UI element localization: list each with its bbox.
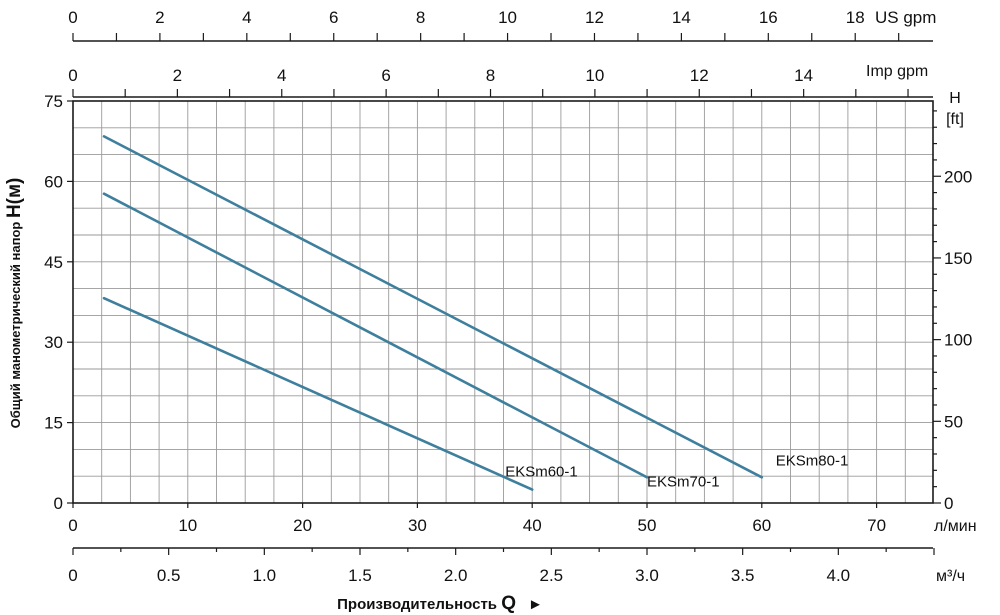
imp-gpm-tick-label: 6 (381, 66, 390, 85)
y-right-unit-ft: [ft] (946, 111, 964, 128)
y-tick-label: 45 (44, 253, 63, 272)
m3h-tick-label: 2.5 (540, 566, 564, 585)
x-tick-label: 10 (178, 516, 197, 535)
us-gpm-tick-label: 10 (498, 8, 517, 27)
imp-gpm-tick-label: 10 (585, 66, 604, 85)
y-tick-label: 30 (44, 333, 63, 352)
y-axis-title-text: Общий манометрический напор (8, 218, 23, 428)
y-right-tick-label: 150 (944, 249, 972, 268)
x-axis-title-symbol: Q (501, 593, 516, 614)
x-tick-label: 70 (867, 516, 886, 535)
x-tick-label: 60 (752, 516, 771, 535)
x-axis-title: Производительность Q ► (337, 593, 543, 614)
us-gpm-tick-label: 12 (585, 8, 604, 27)
m3h-tick-label: 3.0 (635, 566, 659, 585)
y-right-tick-label: 0 (944, 494, 953, 513)
us-gpm-tick-label: 16 (759, 8, 778, 27)
series-label-EKSm60-1: EKSm60-1 (505, 464, 578, 481)
y-tick-label: 75 (44, 92, 63, 111)
us-gpm-tick-label: 4 (242, 8, 251, 27)
imp-gpm-unit-label: Imp gpm (866, 63, 928, 80)
x-tick-label: 20 (293, 516, 312, 535)
x-tick-label: 40 (523, 516, 542, 535)
imp-gpm-tick-label: 14 (794, 66, 813, 85)
series-line-EKSm80-1 (102, 135, 764, 479)
y-right-tick-label: 200 (944, 167, 972, 186)
m3h-tick-label: 0.5 (157, 566, 181, 585)
m3h-unit-label: м³/ч (936, 568, 965, 585)
us-gpm-tick-label: 2 (155, 8, 164, 27)
x-tick-label: 0 (68, 516, 77, 535)
x-tick-label: 30 (408, 516, 427, 535)
grid-lines (73, 101, 933, 503)
plot-frame (72, 100, 934, 504)
y-axis-title: Общий манометрический напор H(м) (4, 178, 25, 429)
us-gpm-tick-label: 6 (329, 8, 338, 27)
us-gpm-tick-label: 14 (672, 8, 691, 27)
us-gpm-tick-label: 18 (846, 8, 865, 27)
axis-titles: Общий манометрический напор H(м) Производ… (4, 178, 543, 614)
x-axis-title-text: Производительность (337, 596, 501, 613)
us-gpm-tick-label: 8 (416, 8, 425, 27)
series-line-EKSm60-1 (102, 296, 534, 491)
m3h-tick-label: 1.5 (348, 566, 372, 585)
x-unit-label: л/мин (934, 518, 977, 535)
series-group: EKSm60-1 EKSm70-1 EKSm80-1 (102, 135, 849, 491)
m3h-tick-label: 2.0 (444, 566, 468, 585)
series-line-EKSm70-1 (102, 192, 649, 479)
plot-frame-rect (72, 100, 934, 504)
imp-gpm-tick-label: 8 (486, 66, 495, 85)
x-axis-title-arrow: ► (528, 596, 543, 613)
m3h-tick-label: 4.0 (827, 566, 851, 585)
y-right-unit-h: H (949, 90, 961, 107)
y-right-tick-label: 100 (944, 331, 972, 350)
imp-gpm-tick-label: 12 (690, 66, 709, 85)
m3h-tick-label: 1.0 (253, 566, 277, 585)
y-tick-label: 15 (44, 414, 63, 433)
us-gpm-unit-label: US gpm (875, 8, 936, 27)
series-label-EKSm80-1: EKSm80-1 (776, 452, 849, 469)
y-right-tick-label: 50 (944, 412, 963, 431)
y-axis-title-symbol: H(м) (4, 178, 25, 218)
y-tick-label: 0 (54, 494, 63, 513)
series-label-EKSm70-1: EKSm70-1 (647, 473, 720, 490)
y-tick-label: 60 (44, 172, 63, 191)
imp-gpm-tick-label: 2 (173, 66, 182, 85)
us-gpm-tick-label: 0 (68, 8, 77, 27)
m3h-tick-label: 0 (68, 566, 77, 585)
imp-gpm-tick-label: 4 (277, 66, 286, 85)
x-tick-label: 50 (638, 516, 657, 535)
imp-gpm-tick-label: 0 (68, 66, 77, 85)
m3h-tick-label: 3.5 (731, 566, 755, 585)
